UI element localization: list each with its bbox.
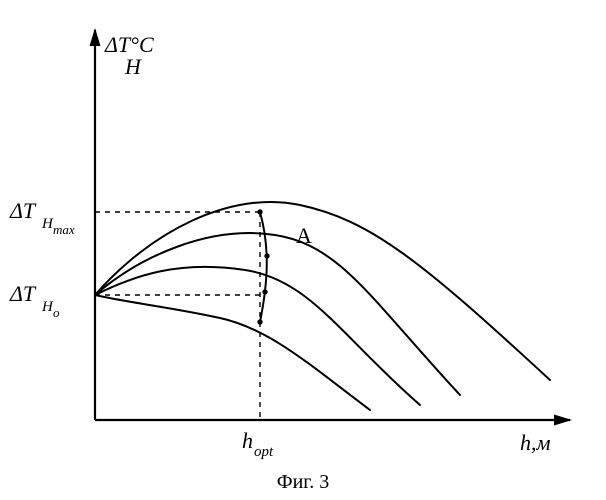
figure-svg: ΔT°CHΔTHmaxΔTHohopth,мAФиг. 3 <box>0 0 606 500</box>
locus-point-0 <box>257 209 262 214</box>
ytick-dthmax: ΔT <box>9 198 37 223</box>
y-axis-label-sub: H <box>124 54 142 79</box>
xtick-hopt-sub: opt <box>254 444 274 460</box>
x-axis-label: h,м <box>520 430 551 455</box>
ytick-dth0-subsub: o <box>53 305 60 320</box>
xtick-hopt: h <box>242 428 253 453</box>
locus-point-3 <box>257 319 262 324</box>
ytick-dth0: ΔT <box>9 281 37 306</box>
locus-label: A <box>296 223 312 248</box>
plot-background <box>0 0 606 500</box>
locus-point-2 <box>262 289 267 294</box>
locus-point-1 <box>264 253 269 258</box>
figure-caption: Фиг. 3 <box>277 471 329 493</box>
ytick-dthmax-subsub: max <box>53 222 75 237</box>
